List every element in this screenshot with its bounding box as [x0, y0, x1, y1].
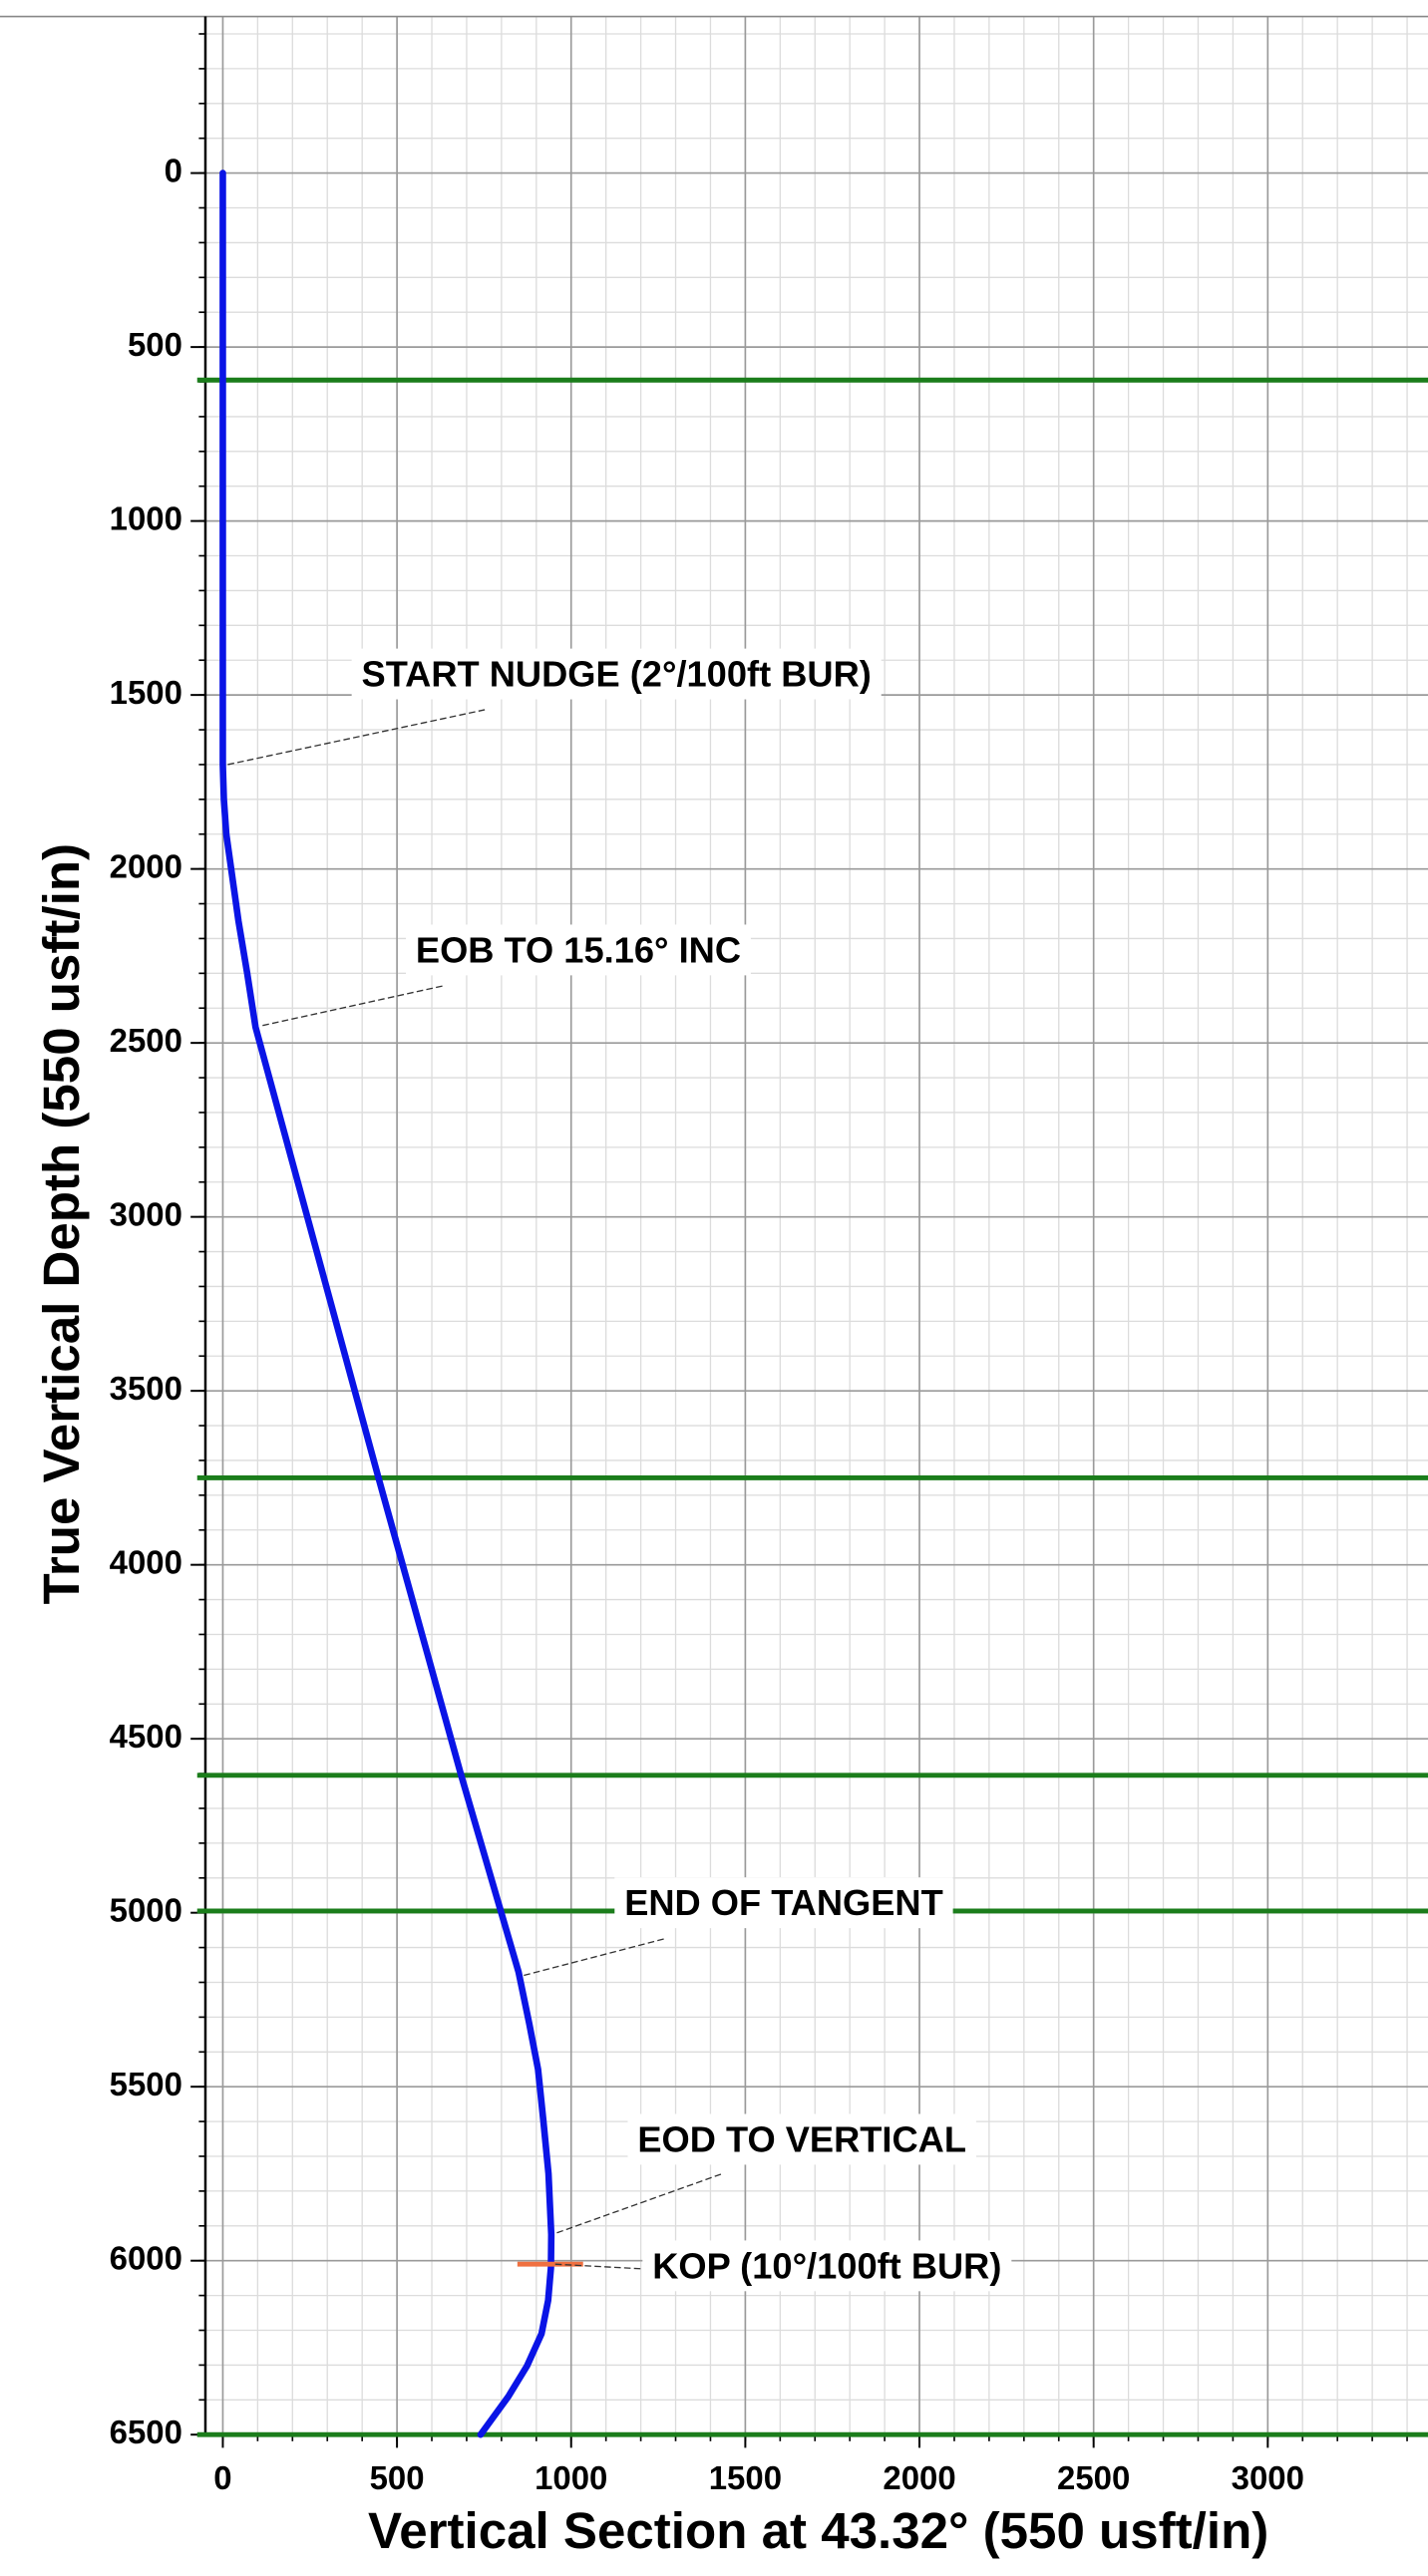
label-background: [351, 648, 882, 700]
y-tick-label: 500: [128, 326, 182, 363]
x-tick-label: 1000: [535, 2459, 607, 2496]
y-tick-label: 6500: [110, 2414, 182, 2450]
x-tick-label: 2500: [1057, 2459, 1130, 2496]
label-background: [627, 2113, 976, 2165]
y-tick-label: 3500: [110, 1370, 182, 1407]
y-tick-label: 6000: [110, 2239, 182, 2276]
y-tick-label: 0: [165, 152, 182, 188]
y-tick-label: 5500: [110, 2066, 182, 2102]
x-axis-title: Vertical Section at 43.32° (550 usft/in): [368, 2502, 1268, 2559]
y-tick-label: 3000: [110, 1195, 182, 1232]
y-tick-label: 1000: [110, 499, 182, 536]
y-tick-label: 5000: [110, 1891, 182, 1928]
grid: [0, 15, 1428, 2448]
plot: 0 500 1000 1500 2000 2500 3000 0 500 1000 1500 2000…: [110, 152, 1428, 2496]
annotation-label: START NUDGE (2°/100ft BUR): [362, 654, 872, 695]
leader-line: [556, 2172, 724, 2234]
well-path: [219, 169, 555, 2438]
leader-line: [524, 1937, 666, 1977]
y-tick-label: 4000: [110, 1543, 182, 1580]
x-tick-label: 2000: [883, 2459, 955, 2496]
x-tick-label: 0: [213, 2459, 231, 2496]
annotation-label: EOD TO VERTICAL: [637, 2118, 966, 2159]
annotation-label: KOP (10°/100ft BUR): [652, 2245, 1001, 2286]
label-background: [614, 1877, 953, 1929]
y-tick-label: 1500: [110, 674, 182, 711]
annotation-label: END OF TANGENT: [624, 1882, 943, 1923]
leader-line: [262, 985, 445, 1027]
x-tick-label: 500: [370, 2459, 425, 2496]
y-tick-label: 4500: [110, 1718, 182, 1755]
y-tick-label: 2000: [110, 847, 182, 884]
annotation-label: EOB TO 15.16° INC: [416, 929, 741, 970]
y-tick-label: 2500: [110, 1022, 182, 1059]
label-background: [642, 2240, 1012, 2292]
x-tick-label: 1500: [709, 2459, 782, 2496]
label-background: [406, 924, 751, 976]
leader-line: [554, 2263, 641, 2270]
leader-line: [227, 709, 486, 766]
y-axis-title: True Vertical Depth (550 usft/in): [33, 843, 90, 1605]
x-tick-label: 3000: [1232, 2459, 1304, 2496]
